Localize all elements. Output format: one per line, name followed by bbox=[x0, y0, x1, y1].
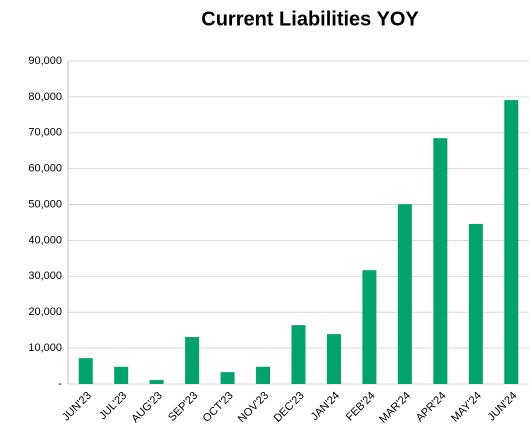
y-tick-label: 50,000 bbox=[28, 198, 62, 210]
x-tick-label: MAR'24 bbox=[377, 390, 413, 426]
bar bbox=[433, 138, 448, 384]
y-tick-label: 40,000 bbox=[28, 234, 62, 246]
bar bbox=[78, 358, 93, 384]
y-tick-label: 30,000 bbox=[28, 270, 62, 282]
x-tick-label: SEP'23 bbox=[166, 390, 200, 424]
x-tick-label: JAN'24 bbox=[309, 390, 342, 423]
x-tick-label: FEB'24 bbox=[344, 390, 378, 424]
y-tick-label: - bbox=[58, 378, 62, 390]
bar bbox=[114, 366, 129, 384]
bar bbox=[185, 336, 200, 384]
y-tick-label: 90,000 bbox=[28, 55, 62, 67]
x-tick-label: DEC'23 bbox=[272, 390, 307, 425]
y-tick-label: 20,000 bbox=[28, 306, 62, 318]
x-tick-label: JUN'23 bbox=[60, 390, 94, 424]
x-tick-label: AUG'23 bbox=[129, 390, 164, 425]
bar bbox=[220, 372, 235, 384]
y-tick-label: 10,000 bbox=[28, 342, 62, 354]
x-tick-label: JUN'24 bbox=[486, 390, 520, 424]
y-tick-label: 70,000 bbox=[28, 127, 62, 139]
bar bbox=[326, 334, 341, 384]
bar bbox=[291, 325, 306, 384]
bar bbox=[149, 380, 164, 384]
x-tick-label: JUL'23 bbox=[97, 390, 129, 422]
bar bbox=[468, 223, 483, 384]
x-tick-label: OCT'23 bbox=[201, 390, 236, 425]
chart-title: Current Liabilities YOY bbox=[201, 8, 419, 30]
bar bbox=[504, 100, 519, 384]
x-tick-label: NOV'23 bbox=[236, 390, 271, 425]
bar bbox=[256, 366, 271, 384]
bar bbox=[397, 204, 412, 384]
y-tick-label: 60,000 bbox=[28, 163, 62, 175]
x-tick-label: APR'24 bbox=[414, 390, 449, 425]
bar bbox=[362, 270, 377, 384]
x-tick-label: MAY'24 bbox=[449, 390, 484, 425]
y-tick-label: 80,000 bbox=[28, 91, 62, 103]
